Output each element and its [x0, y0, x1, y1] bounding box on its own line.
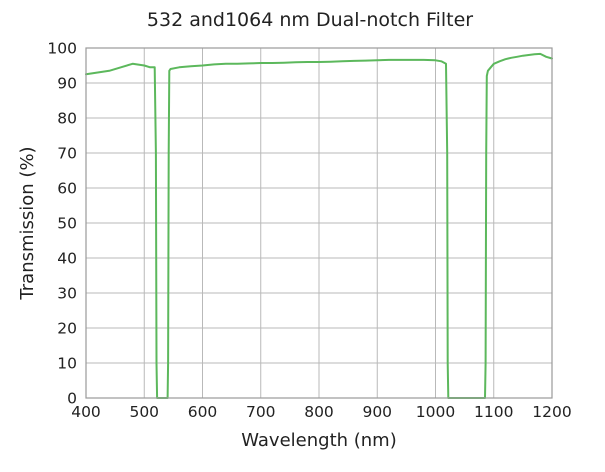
y-axis-ticks: 0 10 20 30 40 50 60 70 80 90 100 [47, 40, 77, 408]
y-axis-label: Transmission (%) [17, 146, 38, 300]
x-tick-label: 1100 [474, 403, 513, 421]
y-tick-label: 20 [57, 320, 77, 338]
x-tick-label: 600 [188, 403, 218, 421]
y-tick-label: 60 [57, 180, 77, 198]
y-tick-label: 10 [57, 355, 77, 373]
chart-title: 532 and1064 nm Dual-notch Filter [147, 9, 473, 31]
y-tick-label: 70 [57, 145, 77, 163]
y-tick-label: 100 [47, 40, 77, 58]
x-tick-label: 900 [362, 403, 392, 421]
y-tick-label: 90 [57, 75, 77, 93]
grid [85, 47, 553, 399]
y-tick-label: 30 [57, 285, 77, 303]
y-tick-label: 80 [57, 110, 77, 128]
plot-frame [85, 47, 553, 399]
y-tick-label: 40 [57, 250, 77, 268]
x-tick-label: 1000 [416, 403, 455, 421]
y-tick-label: 50 [57, 215, 77, 233]
x-tick-label: 500 [129, 403, 159, 421]
x-tick-label: 700 [246, 403, 276, 421]
x-tick-label: 800 [304, 403, 334, 421]
x-axis-label: Wavelength (nm) [241, 430, 397, 451]
x-tick-label: 400 [71, 403, 101, 421]
x-tick-label: 1200 [532, 403, 571, 421]
y-tick-label: 0 [67, 390, 77, 408]
x-axis-ticks: 400 500 600 700 800 900 1000 1100 1200 [71, 403, 572, 421]
